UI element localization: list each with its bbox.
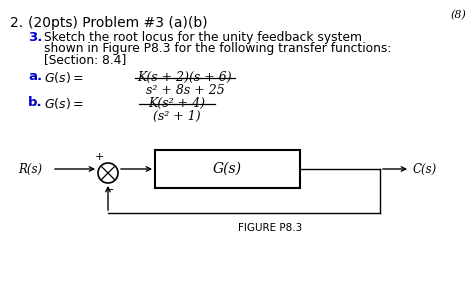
Text: FIGURE P8.3: FIGURE P8.3 — [238, 223, 302, 233]
Text: (20pts) Problem #3 (a)(b): (20pts) Problem #3 (a)(b) — [28, 16, 208, 30]
Text: R(s): R(s) — [18, 162, 42, 175]
Text: 2.: 2. — [10, 16, 23, 30]
Text: K(s² + 4): K(s² + 4) — [148, 97, 206, 110]
Text: −: − — [105, 185, 115, 195]
Text: C(s): C(s) — [413, 162, 437, 175]
Text: shown in Figure P8.3 for the following transfer functions:: shown in Figure P8.3 for the following t… — [44, 42, 392, 55]
Text: s² + 8s + 25: s² + 8s + 25 — [146, 84, 224, 97]
Text: Sketch the root locus for the unity feedback system: Sketch the root locus for the unity feed… — [44, 31, 362, 44]
Text: $G(s) =$: $G(s) =$ — [44, 96, 83, 111]
Text: a.: a. — [28, 70, 42, 83]
Text: [Section: 8.4]: [Section: 8.4] — [44, 53, 127, 66]
Text: K(s + 2)(s + 6): K(s + 2)(s + 6) — [137, 71, 232, 84]
Bar — [155, 150, 300, 188]
Text: $G(s) =$: $G(s) =$ — [44, 70, 83, 85]
Text: (8): (8) — [450, 10, 466, 20]
Text: G(s): G(s) — [213, 162, 242, 176]
Text: 3.: 3. — [28, 31, 42, 44]
Text: +: + — [94, 152, 104, 162]
Text: (s² + 1): (s² + 1) — [153, 110, 201, 123]
Text: b.: b. — [28, 96, 43, 109]
